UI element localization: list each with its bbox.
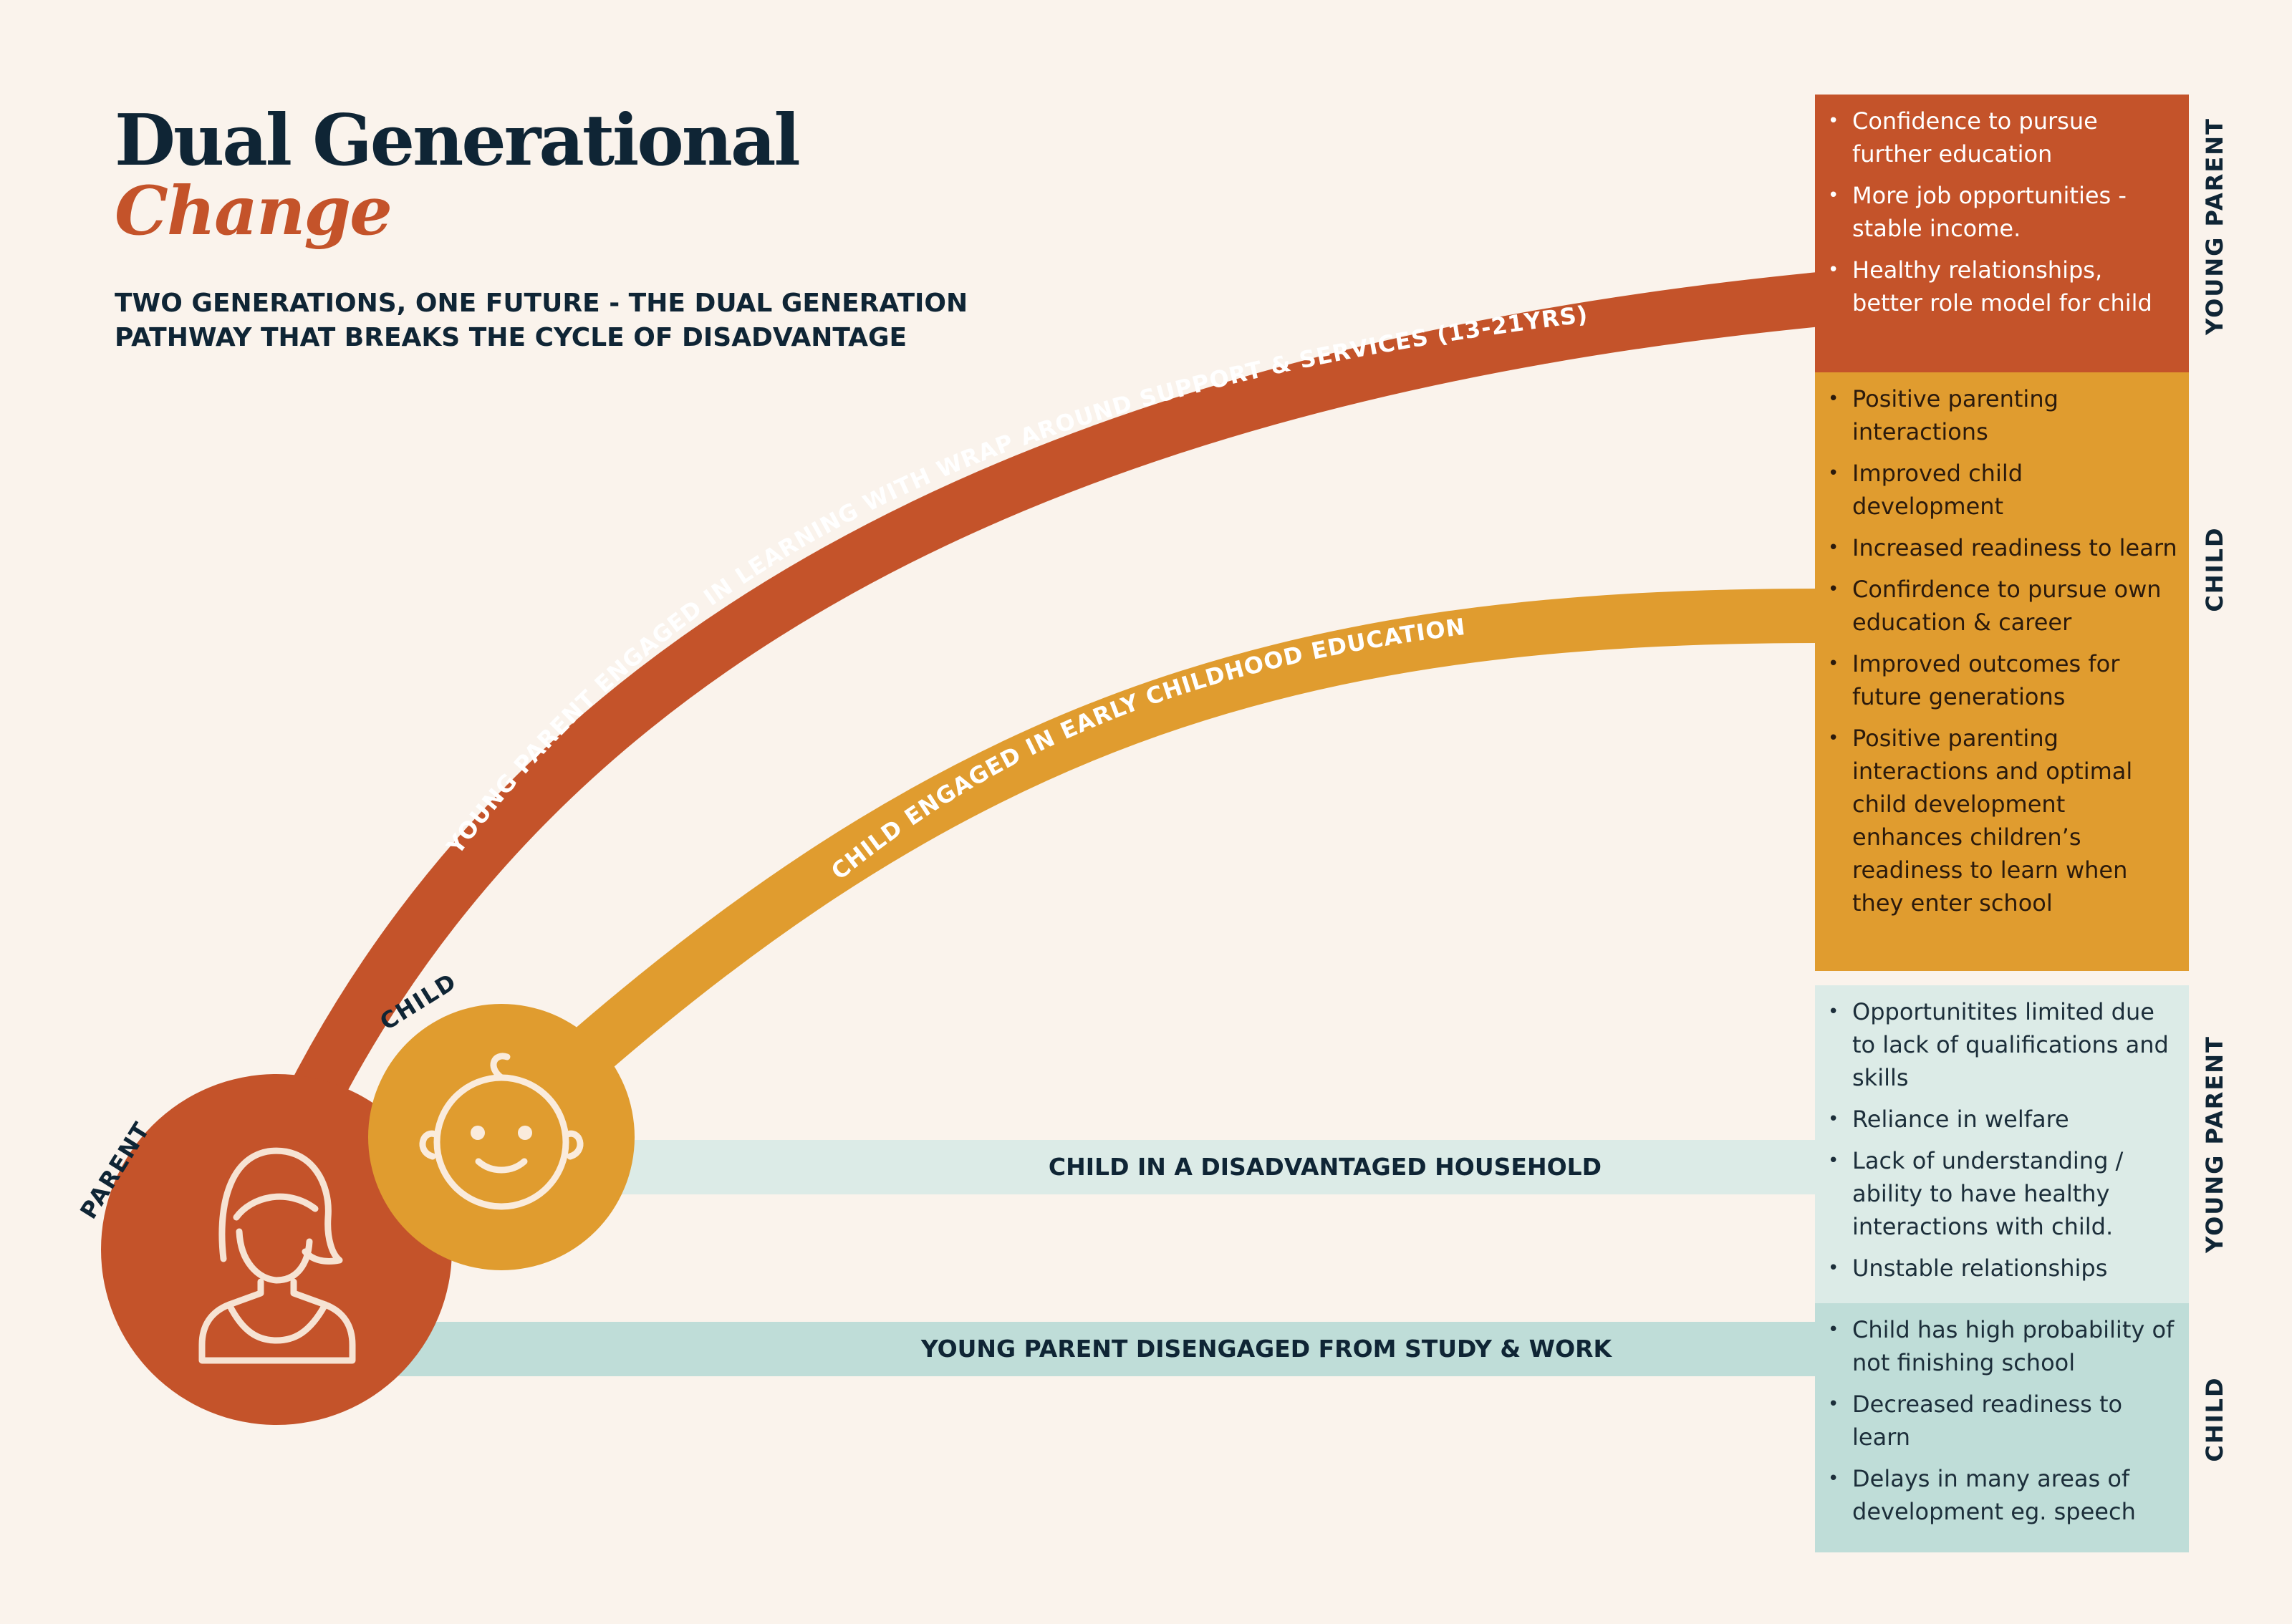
outcome-item: Delays in many areas of development eg. … [1828, 1462, 2177, 1528]
baby-right-eye [518, 1126, 532, 1140]
outcome-item: More job opportunities - stable income. [1828, 179, 2177, 245]
subtitle-line-1: TWO GENERATIONS, ONE FUTURE - THE DUAL G… [115, 289, 968, 318]
woman-icon [198, 1147, 356, 1364]
outcome-item: Unstable relationships [1828, 1252, 2177, 1285]
outcome-item: Improved outcomes for future generations [1828, 647, 2177, 713]
young-parent-negative-panel: Opportunitites limited due to lack of qu… [1815, 985, 2189, 1303]
child-negative-label: CHILD [2201, 1376, 2228, 1462]
page-title: Dual Generational [115, 100, 801, 182]
young-parent-positive-label: YOUNG PARENT [2201, 117, 2228, 335]
page-subtitle: TWO GENERATIONS, ONE FUTURE - THE DUAL G… [115, 286, 974, 355]
parent-disengaged-label: YOUNG PARENT DISENGAGED FROM STUDY & WOR… [920, 1335, 1613, 1363]
baby-face-icon [419, 1053, 584, 1210]
outcome-item: Increased readiness to learn [1828, 531, 2177, 564]
child-disadvantaged-label: CHILD IN A DISADVANTAGED HOUSEHOLD [1049, 1153, 1602, 1181]
baby-left-eye [471, 1126, 485, 1140]
outcome-item: Child has high probability of not finish… [1828, 1313, 2177, 1379]
outcome-item: Positive parenting interactions and opti… [1828, 722, 2177, 919]
parent-pathway-arc [245, 272, 1822, 1199]
outcome-item: Confirdence to pursue own education & ca… [1828, 573, 2177, 639]
outcome-item: Healthy relationships, better role model… [1828, 253, 2177, 319]
child-positive-panel: Positive parenting interactions Improved… [1815, 372, 2189, 971]
child-circle [368, 1004, 635, 1270]
subtitle-line-2: PATHWAY THAT BREAKS THE CYCLE OF DISADVA… [115, 323, 907, 352]
child-negative-panel: Child has high probability of not finish… [1815, 1303, 2189, 1552]
parent-circle [101, 1074, 452, 1425]
outcome-item: Opportunitites limited due to lack of qu… [1828, 995, 2177, 1094]
disengaged-band [372, 1322, 1819, 1376]
outcome-item: Confidence to pursue further education [1828, 105, 2177, 170]
outcome-item: Lack of understanding / ability to have … [1828, 1144, 2177, 1243]
young-parent-positive-panel: Confidence to pursue further education M… [1815, 95, 2189, 372]
outcome-item: Improved child development [1828, 457, 2177, 523]
disadvantaged-household-band [573, 1140, 1819, 1194]
child-positive-label: CHILD [2201, 526, 2228, 612]
outcome-item: Positive parenting interactions [1828, 382, 2177, 448]
page-title-accent: Change [115, 172, 393, 251]
young-parent-negative-label: YOUNG PARENT [2201, 1035, 2228, 1253]
outcome-item: Decreased readiness to learn [1828, 1388, 2177, 1454]
child-pathway-arc [483, 589, 1820, 1151]
outcome-item: Reliance in welfare [1828, 1103, 2177, 1136]
